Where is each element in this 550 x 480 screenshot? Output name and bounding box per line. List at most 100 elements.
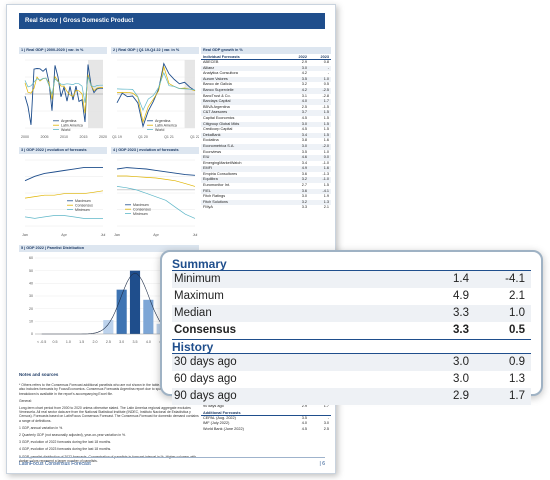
forecaster-name: Econometrica S.A. — [203, 143, 235, 148]
value-2022: 3.1 — [301, 93, 307, 98]
series-line-latin-america — [116, 65, 196, 124]
x-tick-label: 2000 — [21, 135, 29, 139]
value-2022: 2.7 — [301, 183, 307, 188]
row-label: IMF (July 2022) — [203, 421, 230, 426]
x-tick-label: Q1 22 — [190, 135, 199, 139]
legend-entry: Minimum — [75, 208, 90, 212]
table-row: World Bank (June 2022) 4.5 2.5 — [201, 427, 331, 432]
table-row: EmergingMarketWatch 3.4 -1.0 — [201, 161, 331, 167]
notes-and-sources: Notes and sources * Others refers to the… — [19, 372, 199, 466]
value-2023: 0.9 — [509, 356, 525, 368]
x-tick-label: 2005 — [41, 135, 49, 139]
y-tick-label: 30 — [29, 294, 33, 298]
individual-forecasts-table: Real GDP growth in % Individual Forecast… — [201, 47, 331, 211]
legend-entry: Consensus — [133, 207, 151, 211]
x-tick-label: 3.5 — [133, 340, 138, 344]
y-tick-label: 10 — [29, 320, 33, 324]
history-title: History — [172, 339, 531, 354]
series-line-world — [116, 71, 196, 111]
value-2022: 4.0 — [301, 421, 307, 426]
row-label: Minimum — [174, 273, 221, 285]
panel-real-gdp-annual: 1 | Real GDP | 2000-2020 | var. in % 200… — [19, 47, 107, 142]
value-2022: 4.5 — [301, 127, 307, 132]
row-label: Maximum — [174, 290, 224, 302]
x-tick-label: 2.0 — [93, 340, 98, 344]
value-2022: 3.0 — [453, 373, 469, 385]
table-row: Aurum Valores 3.5 1.0 — [201, 76, 331, 83]
table-title: Real GDP growth in % — [201, 47, 331, 54]
y-tick-label: 50 — [29, 269, 33, 273]
table-row: Allianz 3.0 - — [201, 65, 331, 72]
value-2022: 3.4 — [301, 132, 307, 137]
forecaster-name: Euromonitor Int. — [203, 183, 231, 188]
forecaster-name: EmergingMarketWatch — [203, 160, 242, 165]
value-2022: 3.7 — [301, 110, 307, 115]
forecaster-name: EIU — [203, 155, 210, 160]
forecaster-name: BBVA Argentina — [203, 104, 230, 109]
forecaster-name: Allianz — [203, 65, 215, 70]
series-line-maximum — [24, 167, 103, 182]
row-label: Consensus — [174, 324, 236, 336]
bar — [143, 299, 154, 334]
panel-real-gdp-quarterly: 2 | Real GDP | Q1 19-Q4 22 | var. in % Q… — [111, 47, 199, 142]
value-2023: 2.1 — [509, 290, 525, 302]
value-2023: 0.5 — [509, 324, 525, 336]
legend-entry: Latin America — [61, 123, 83, 127]
value-2022: 3.2 — [301, 199, 307, 204]
note-line: 1 GDP, annual variation in %. — [19, 425, 64, 430]
table-row: Capital Economics 4.5 1.5 — [201, 116, 331, 122]
x-tick-label: < -0.5 — [37, 340, 46, 344]
value-2023: 1.5 — [323, 110, 329, 115]
panel-title: 4 | GDP 2023 | evolution of forecasts — [111, 147, 199, 154]
value-2023: 1.5 — [323, 183, 329, 188]
x-tick-label: 2010 — [60, 135, 68, 139]
page-header: Real Sector | Gross Domestic Product — [19, 13, 325, 29]
legend-entry: Consensus — [75, 203, 93, 207]
value-2022: 3.8 — [301, 138, 307, 143]
series-line-world — [24, 76, 103, 103]
legend-entry: World — [61, 128, 70, 132]
value-2023: -2.0 — [322, 143, 329, 148]
y-tick-label: 60 — [29, 256, 33, 260]
table-row: BancTrust & Co. 3.1 -2.8 — [201, 94, 331, 100]
panel-title: 3 | GDP 2022 | evolution of forecasts — [19, 147, 107, 154]
x-tick-label: 3.0 — [119, 340, 124, 344]
value-2023: 1.5 — [323, 132, 329, 137]
summary-title: Summary — [172, 258, 531, 271]
value-2023: -1.5 — [322, 104, 329, 109]
table-row: ABECEB 2.9 0.8 — [201, 60, 331, 66]
note-line: Long-term chart period from 2000 to 2020… — [19, 406, 199, 423]
value-2023: 1.3 — [323, 199, 329, 204]
forecaster-name: Banco Supervielle — [203, 87, 234, 92]
x-tick-label: 4.0 — [146, 340, 151, 344]
col-2022: 2022 — [298, 55, 307, 59]
summary-row-median: Median 3.3 1.0 — [172, 305, 531, 322]
x-tick-label: 1.0 — [66, 340, 71, 344]
value-2023: -4.1 — [322, 188, 329, 193]
value-2022: 3.0 — [301, 121, 307, 126]
value-2023: 1.7 — [509, 390, 525, 402]
value-2023: 1.3 — [509, 373, 525, 385]
history-row-60-days: 60 days ago 3.0 1.3 — [172, 371, 531, 388]
value-2022: 4.9 — [301, 166, 307, 171]
forecaster-name: FIEL — [203, 188, 212, 193]
value-2022: 3.3 — [453, 324, 469, 336]
table-row: Banco Supervielle 4.2 -2.5 — [201, 87, 331, 94]
table-row: Barclays Capital 4.0 1.7 — [201, 99, 331, 105]
table-row: FMyA 3.3 2.1 — [201, 205, 331, 211]
forecaster-name: BancTrust & Co. — [203, 93, 231, 98]
value-2023: 1.0 — [323, 76, 329, 81]
x-tick-label: Apr — [153, 233, 159, 237]
table-row: Credicorp Capital 4.5 1.5 — [201, 127, 331, 133]
value-2022: 1.4 — [453, 273, 469, 285]
row-label: 90 days ago — [203, 404, 224, 409]
panel-title: 2 | Real GDP | Q1 19-Q4 22 | var. in % — [111, 47, 199, 54]
forecaster-name: Ecolatina — [203, 138, 219, 143]
table-row: FIEL 3.6 -4.1 — [201, 188, 331, 195]
forecaster-name: FMyA — [203, 205, 213, 210]
forecaster-name: Fitch Solutions — [203, 199, 228, 204]
table-row: Analytica Consultora 4.2 - — [201, 71, 331, 77]
